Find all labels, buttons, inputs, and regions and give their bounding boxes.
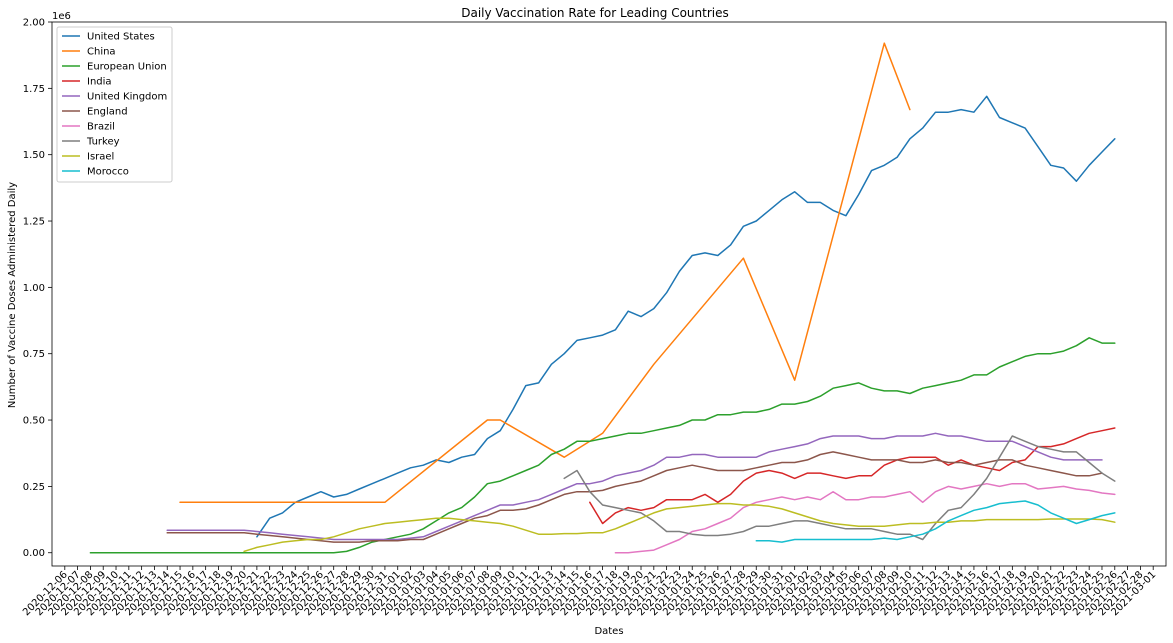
series-line-2 bbox=[89, 337, 1116, 554]
y-tick-label: 0.25 bbox=[23, 482, 45, 493]
y-tick-label: 0.75 bbox=[23, 349, 45, 360]
legend-label: European Union bbox=[87, 62, 167, 73]
y-tick-label: 1.00 bbox=[23, 283, 45, 294]
y-tick-label: 0.50 bbox=[23, 416, 45, 427]
y-tick-label: 1.75 bbox=[23, 84, 45, 95]
series-line-9 bbox=[755, 500, 1116, 543]
plot-frame bbox=[51, 21, 1167, 567]
plot-area bbox=[51, 21, 1167, 567]
y-tick-label: 0.00 bbox=[23, 548, 45, 559]
legend-label: Morocco bbox=[87, 167, 129, 178]
legend-label: China bbox=[87, 47, 116, 58]
series-line-8 bbox=[243, 502, 1116, 553]
series-line-7 bbox=[563, 435, 1116, 541]
series-line-1 bbox=[179, 42, 911, 504]
legend-box bbox=[56, 26, 173, 183]
chart-title: Daily Vaccination Rate for Leading Count… bbox=[461, 6, 728, 20]
legend-label: England bbox=[87, 107, 128, 118]
legend-label: United States bbox=[87, 32, 155, 43]
y-axis: 0.00 0.25 0.50 0.75 1.00 1.25 1.50 1.75 2.00 bbox=[23, 18, 52, 559]
series-layer bbox=[89, 42, 1116, 554]
y-offset-label: 1e6 bbox=[52, 11, 71, 22]
series-line-3 bbox=[589, 427, 1116, 525]
legend-label: India bbox=[87, 77, 112, 88]
x-axis-label: Dates bbox=[594, 626, 623, 637]
y-axis-label: Number of Vaccine Doses Administered Dai… bbox=[7, 182, 18, 408]
series-line-0 bbox=[256, 95, 1116, 538]
series-line-5 bbox=[166, 451, 1103, 543]
y-tick-label: 2.00 bbox=[23, 18, 45, 29]
series-line-4 bbox=[166, 432, 1103, 541]
x-axis: 2020-12-062020-12-072020-12-082020-12-09… bbox=[21, 566, 1158, 618]
legend-label: Brazil bbox=[87, 122, 115, 133]
series-line-6 bbox=[614, 482, 1116, 554]
legend-label: Turkey bbox=[86, 137, 120, 148]
legend: United States China European Union India Uni… bbox=[56, 26, 173, 183]
y-tick-label: 1.25 bbox=[23, 217, 45, 228]
legend-label: Israel bbox=[87, 152, 114, 163]
y-tick-label: 1.50 bbox=[23, 150, 45, 161]
legend-label: United Kingdom bbox=[87, 92, 167, 103]
